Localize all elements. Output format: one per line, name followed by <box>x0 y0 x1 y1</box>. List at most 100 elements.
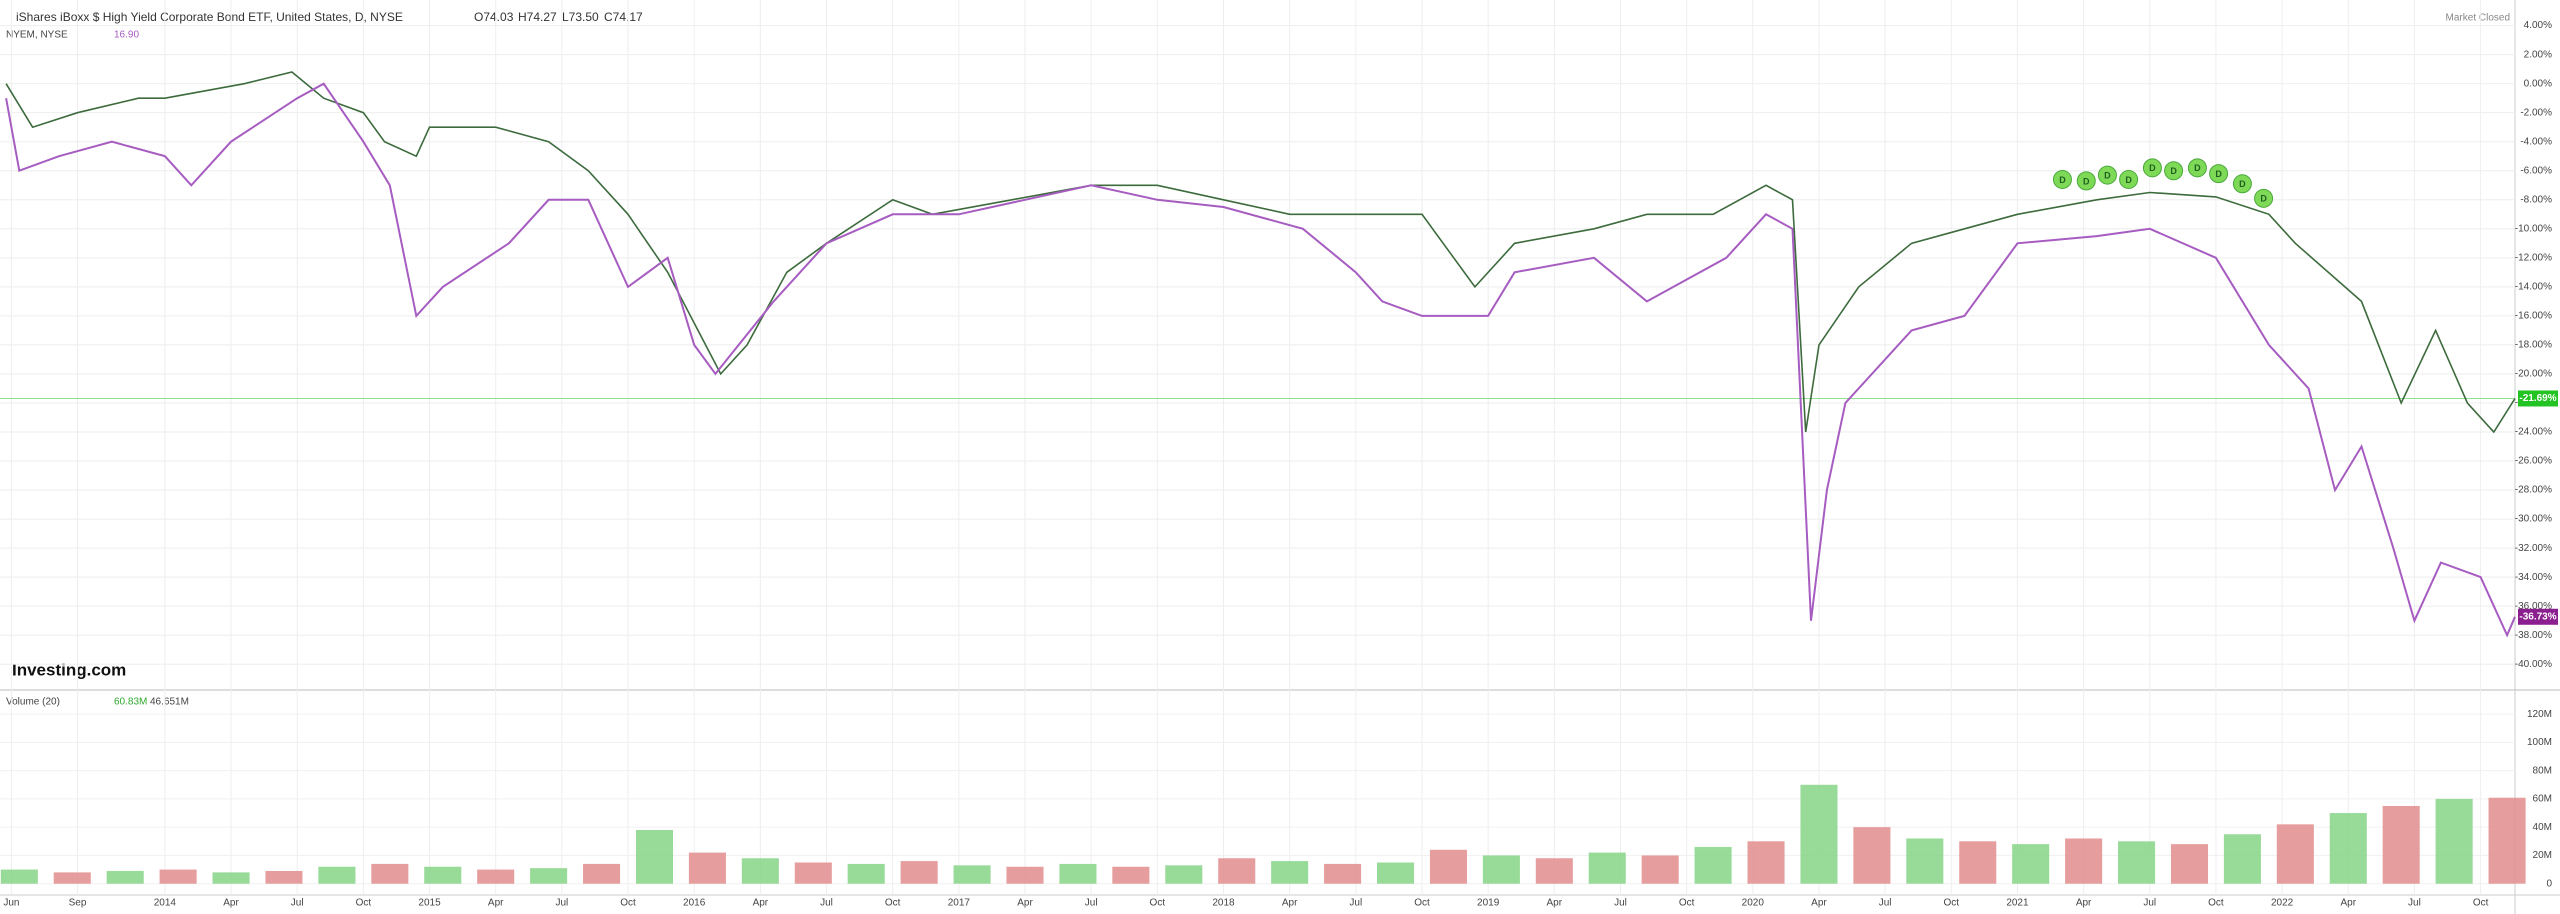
ohlc-close: C74.17 <box>604 10 643 24</box>
x-tick-label: Apr <box>488 898 504 909</box>
x-tick-label: 2022 <box>2271 898 2294 909</box>
dividend-marker <box>2254 188 2274 208</box>
volume-bar <box>1165 865 1203 884</box>
x-tick-label: Jul <box>1349 898 1362 909</box>
volume-bar <box>318 866 356 884</box>
volume-bar <box>688 852 726 884</box>
dividend-label: D <box>2104 170 2111 180</box>
y-tick-label: 40M <box>2533 822 2552 833</box>
x-tick-label: Jul <box>820 898 833 909</box>
volume-bar <box>1694 846 1732 884</box>
y-tick-label: 0.00% <box>2524 78 2552 89</box>
y-tick-label: -40.00% <box>2515 659 2552 670</box>
y-tick-label: -6.00% <box>2520 165 2552 176</box>
x-tick-label: Jul <box>2408 898 2421 909</box>
x-tick-label: Jun <box>3 898 19 909</box>
dividend-label: D <box>2170 166 2177 176</box>
y-tick-label: -34.00% <box>2515 572 2552 583</box>
dividend-label: D <box>2083 176 2090 186</box>
volume-bar <box>159 869 197 884</box>
volume-bar <box>1800 784 1838 884</box>
volume-bar <box>2012 844 2050 884</box>
x-tick-label: 2014 <box>154 898 177 909</box>
dividend-marker <box>2232 174 2252 194</box>
x-tick-label: Apr <box>2340 898 2356 909</box>
y-tick-label: 60M <box>2533 794 2552 805</box>
volume-bar <box>1853 827 1891 884</box>
volume-bar <box>900 861 938 884</box>
x-tick-label: Jul <box>1614 898 1627 909</box>
volume-bar <box>530 868 568 884</box>
volume-bar <box>53 872 91 884</box>
volume-bar <box>2223 834 2261 884</box>
x-tick-label: 2018 <box>1212 898 1235 909</box>
x-tick-label: Jul <box>1085 898 1098 909</box>
chart-title: iShares iBoxx $ High Yield Corporate Bon… <box>16 10 403 24</box>
y-tick-label: -4.00% <box>2520 136 2552 147</box>
volume-bar <box>583 863 621 884</box>
volume-bar <box>2435 798 2473 884</box>
volume-bar <box>265 870 303 884</box>
volume-bar <box>106 870 144 884</box>
dividend-label: D <box>2215 169 2222 179</box>
volume-bar <box>0 869 38 884</box>
x-tick-label: 2019 <box>1477 898 1500 909</box>
x-tick-label: 2016 <box>683 898 706 909</box>
volume-bar <box>1482 855 1520 884</box>
volume-bar <box>424 866 462 884</box>
ohlc-high: H74.27 <box>518 10 557 24</box>
dividend-marker <box>2142 158 2162 178</box>
dividend-label: D <box>2125 175 2132 185</box>
x-tick-label: 2020 <box>1742 898 1765 909</box>
volume-title: Volume (20) <box>6 697 60 708</box>
x-tick-label: Apr <box>1017 898 1033 909</box>
volume-bar <box>847 863 885 884</box>
volume-bar <box>2329 813 2367 884</box>
dividend-label: D <box>2059 175 2066 185</box>
volume-bar <box>1588 852 1626 884</box>
last-value-box <box>2518 390 2558 407</box>
volume-bar <box>1429 849 1467 884</box>
x-tick-label: Apr <box>1282 898 1298 909</box>
x-tick-label: Oct <box>2208 898 2224 909</box>
volume-value: 60.83M <box>114 697 147 708</box>
x-tick-label: Oct <box>2473 898 2489 909</box>
last-value-box <box>2518 608 2558 625</box>
y-tick-label: 120M <box>2527 709 2552 720</box>
x-tick-label: Apr <box>1811 898 1827 909</box>
last-value-label: -36.73% <box>2519 611 2556 622</box>
y-tick-label: -20.00% <box>2515 369 2552 380</box>
x-tick-label: Apr <box>1547 898 1563 909</box>
x-tick-label: Apr <box>223 898 239 909</box>
x-tick-label: Apr <box>2076 898 2092 909</box>
y-tick-label: -36.00% <box>2515 601 2552 612</box>
dividend-label: D <box>2194 163 2201 173</box>
volume-ma-value: 46.651M <box>150 697 189 708</box>
volume-bar <box>477 869 515 884</box>
x-tick-label: Jul <box>291 898 304 909</box>
x-tick-label: Oct <box>1414 898 1430 909</box>
volume-bar <box>741 858 779 884</box>
y-tick-label: -10.00% <box>2515 223 2552 234</box>
dividend-marker <box>2052 169 2072 189</box>
x-tick-label: Sep <box>69 898 87 909</box>
y-tick-label: -8.00% <box>2520 194 2552 205</box>
market-status: Market Closed <box>2446 13 2510 24</box>
volume-bar <box>1112 866 1150 884</box>
y-tick-label: -18.00% <box>2515 340 2552 351</box>
y-tick-label: -14.00% <box>2515 281 2552 292</box>
x-tick-label: Jul <box>555 898 568 909</box>
y-tick-label: -26.00% <box>2515 456 2552 467</box>
volume-bar <box>794 862 832 884</box>
y-tick-label: -16.00% <box>2515 311 2552 322</box>
dividend-label: D <box>2260 194 2267 204</box>
x-tick-label: 2017 <box>948 898 971 909</box>
volume-bar <box>1535 858 1573 884</box>
y-tick-label: 20M <box>2533 850 2552 861</box>
y-tick-label: -32.00% <box>2515 543 2552 554</box>
volume-bar <box>1324 863 1362 884</box>
volume-bar <box>212 872 250 884</box>
y-tick-label: -2.00% <box>2520 107 2552 118</box>
x-tick-label: Oct <box>1944 898 1960 909</box>
